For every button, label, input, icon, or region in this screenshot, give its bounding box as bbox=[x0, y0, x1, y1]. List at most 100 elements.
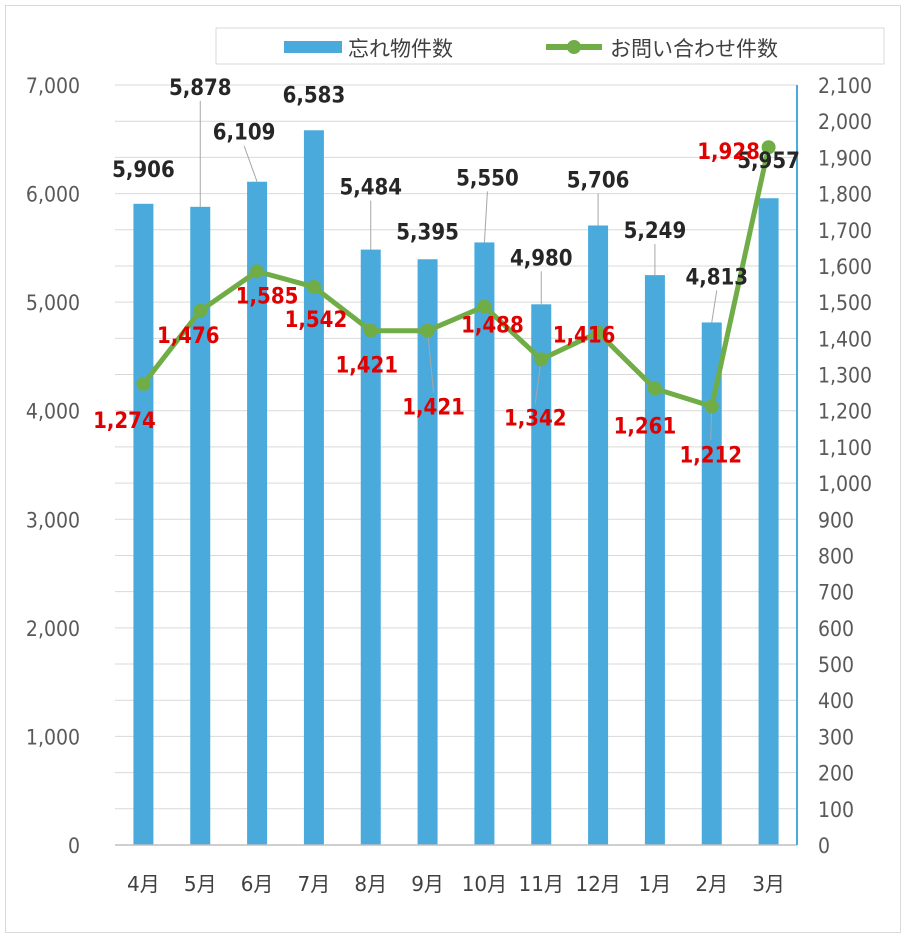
gridlines bbox=[115, 84, 797, 810]
x-axis-category-label: 9月 bbox=[411, 872, 444, 896]
bar bbox=[247, 181, 268, 846]
line-point bbox=[534, 352, 549, 367]
bar-data-label: 6,583 bbox=[283, 83, 346, 108]
bar-data-label: 5,957 bbox=[737, 149, 800, 174]
right-axis-tick-label: 1,300 bbox=[818, 364, 872, 388]
right-axis-tick-label: 2,000 bbox=[818, 110, 872, 134]
right-axis-tick-label: 2,100 bbox=[818, 74, 872, 98]
leader-lines bbox=[199, 100, 718, 441]
x-axis-category-label: 4月 bbox=[127, 872, 160, 896]
right-axis-tick-label: 700 bbox=[818, 581, 854, 605]
leader-line bbox=[534, 359, 542, 404]
bar-data-label: 5,550 bbox=[456, 166, 519, 191]
axes: 0 1,000 2,000 3,000 4,000 5,000 6,000 7,000 0 100… bbox=[26, 74, 872, 896]
line-point bbox=[591, 325, 606, 340]
bar bbox=[303, 130, 324, 845]
line-data-label: 1,261 bbox=[614, 415, 677, 440]
x-axis-category-label: 7月 bbox=[298, 872, 331, 896]
line-series bbox=[136, 140, 776, 414]
left-axis-tick-label: 3,000 bbox=[26, 508, 80, 532]
legend-line-marker bbox=[567, 40, 581, 54]
left-axis-tick-label: 2,000 bbox=[26, 617, 80, 641]
right-axis-tick-label: 1,400 bbox=[818, 327, 872, 351]
line-point bbox=[193, 303, 208, 318]
bar-data-label: 5,484 bbox=[339, 176, 402, 201]
bar bbox=[758, 198, 779, 846]
right-axis-tick-label: 500 bbox=[818, 653, 854, 677]
bar-data-label: 5,878 bbox=[169, 76, 232, 101]
bar-data-label: 4,813 bbox=[685, 265, 748, 290]
right-axis-tick-label: 1,600 bbox=[818, 255, 872, 279]
right-axis-tick-label: 1,500 bbox=[818, 291, 872, 315]
bar bbox=[190, 206, 211, 845]
x-axis-category-label: 3月 bbox=[752, 872, 785, 896]
line-point bbox=[306, 279, 321, 294]
x-axis-category-label: 2月 bbox=[695, 872, 728, 896]
bar bbox=[360, 249, 381, 845]
right-axis-tick-label: 400 bbox=[818, 689, 854, 713]
bar-data-label: 5,395 bbox=[396, 220, 459, 245]
x-axis-category-label: 12月 bbox=[575, 872, 620, 896]
line-data-label: 1,488 bbox=[461, 313, 524, 338]
bar-series bbox=[133, 130, 779, 846]
bar bbox=[588, 225, 609, 845]
bar-data-label: 5,249 bbox=[624, 219, 687, 244]
line-data-label: 1,476 bbox=[157, 324, 220, 349]
line-point bbox=[647, 381, 662, 396]
leader-line bbox=[427, 330, 435, 393]
bar-data-label: 5,706 bbox=[567, 168, 630, 193]
right-axis-tick-label: 1,000 bbox=[818, 472, 872, 496]
right-axis-tick-label: 200 bbox=[818, 762, 854, 786]
line-data-label: 1,342 bbox=[504, 406, 567, 431]
x-axis-category-label: 6月 bbox=[241, 872, 274, 896]
bar bbox=[417, 259, 438, 845]
bar bbox=[644, 275, 665, 845]
line-point bbox=[477, 299, 492, 314]
leader-line bbox=[243, 145, 258, 182]
line-data-label: 1,542 bbox=[285, 308, 348, 333]
bar bbox=[531, 304, 552, 845]
right-axis-tick-label: 1,900 bbox=[818, 146, 872, 170]
data-labels: 5,906 5,878 6,109 6,583 5,484 5,395 5,550 4,980… bbox=[93, 76, 800, 469]
legend-line-label: お問い合わせ件数 bbox=[610, 37, 778, 61]
leader-line bbox=[711, 290, 718, 323]
line-point bbox=[761, 140, 776, 155]
bar-data-label: 6,109 bbox=[213, 121, 276, 146]
line-data-label: 1,274 bbox=[93, 409, 156, 434]
right-axis-tick-label: 800 bbox=[818, 544, 854, 568]
right-axis-tick-label: 100 bbox=[818, 798, 854, 822]
line-data-label: 1,421 bbox=[335, 354, 398, 379]
legend-bar-label: 忘れ物件数 bbox=[348, 37, 453, 61]
bar bbox=[133, 203, 154, 845]
left-axis-tick-label: 7,000 bbox=[26, 74, 80, 98]
x-axis-category-label: 1月 bbox=[639, 872, 672, 896]
right-axis-tick-label: 1,100 bbox=[818, 436, 872, 460]
left-axis-tick-label: 5,000 bbox=[26, 291, 80, 315]
left-axis-tick-label: 4,000 bbox=[26, 400, 80, 424]
bar bbox=[701, 322, 722, 846]
line-data-label: 1,212 bbox=[679, 443, 742, 468]
x-axis-category-label: 10月 bbox=[462, 872, 507, 896]
x-axis-category-label: 11月 bbox=[519, 872, 564, 896]
leader-line bbox=[483, 191, 488, 243]
right-axis-tick-label: 300 bbox=[818, 725, 854, 749]
chart-frame bbox=[5, 5, 901, 933]
left-axis-tick-label: 0 bbox=[68, 834, 80, 858]
bar-data-label: 4,980 bbox=[510, 246, 573, 271]
right-axis-tick-label: 1,200 bbox=[818, 400, 872, 424]
line-point bbox=[136, 376, 151, 391]
left-axis-tick-label: 1,000 bbox=[26, 725, 80, 749]
right-axis-tick-label: 600 bbox=[818, 617, 854, 641]
line-data-label: 1,416 bbox=[553, 324, 616, 349]
right-axis-tick-label: 1,800 bbox=[818, 183, 872, 207]
right-axis-tick-label: 0 bbox=[818, 834, 830, 858]
line-data-label: 1,585 bbox=[236, 284, 299, 309]
line-point bbox=[420, 323, 435, 338]
line-point bbox=[704, 399, 719, 414]
line-point bbox=[363, 323, 378, 338]
x-axis-category-label: 5月 bbox=[184, 872, 217, 896]
line-data-label: 1,928 bbox=[697, 140, 760, 165]
bar bbox=[474, 242, 495, 845]
legend-bar-swatch bbox=[284, 41, 342, 53]
